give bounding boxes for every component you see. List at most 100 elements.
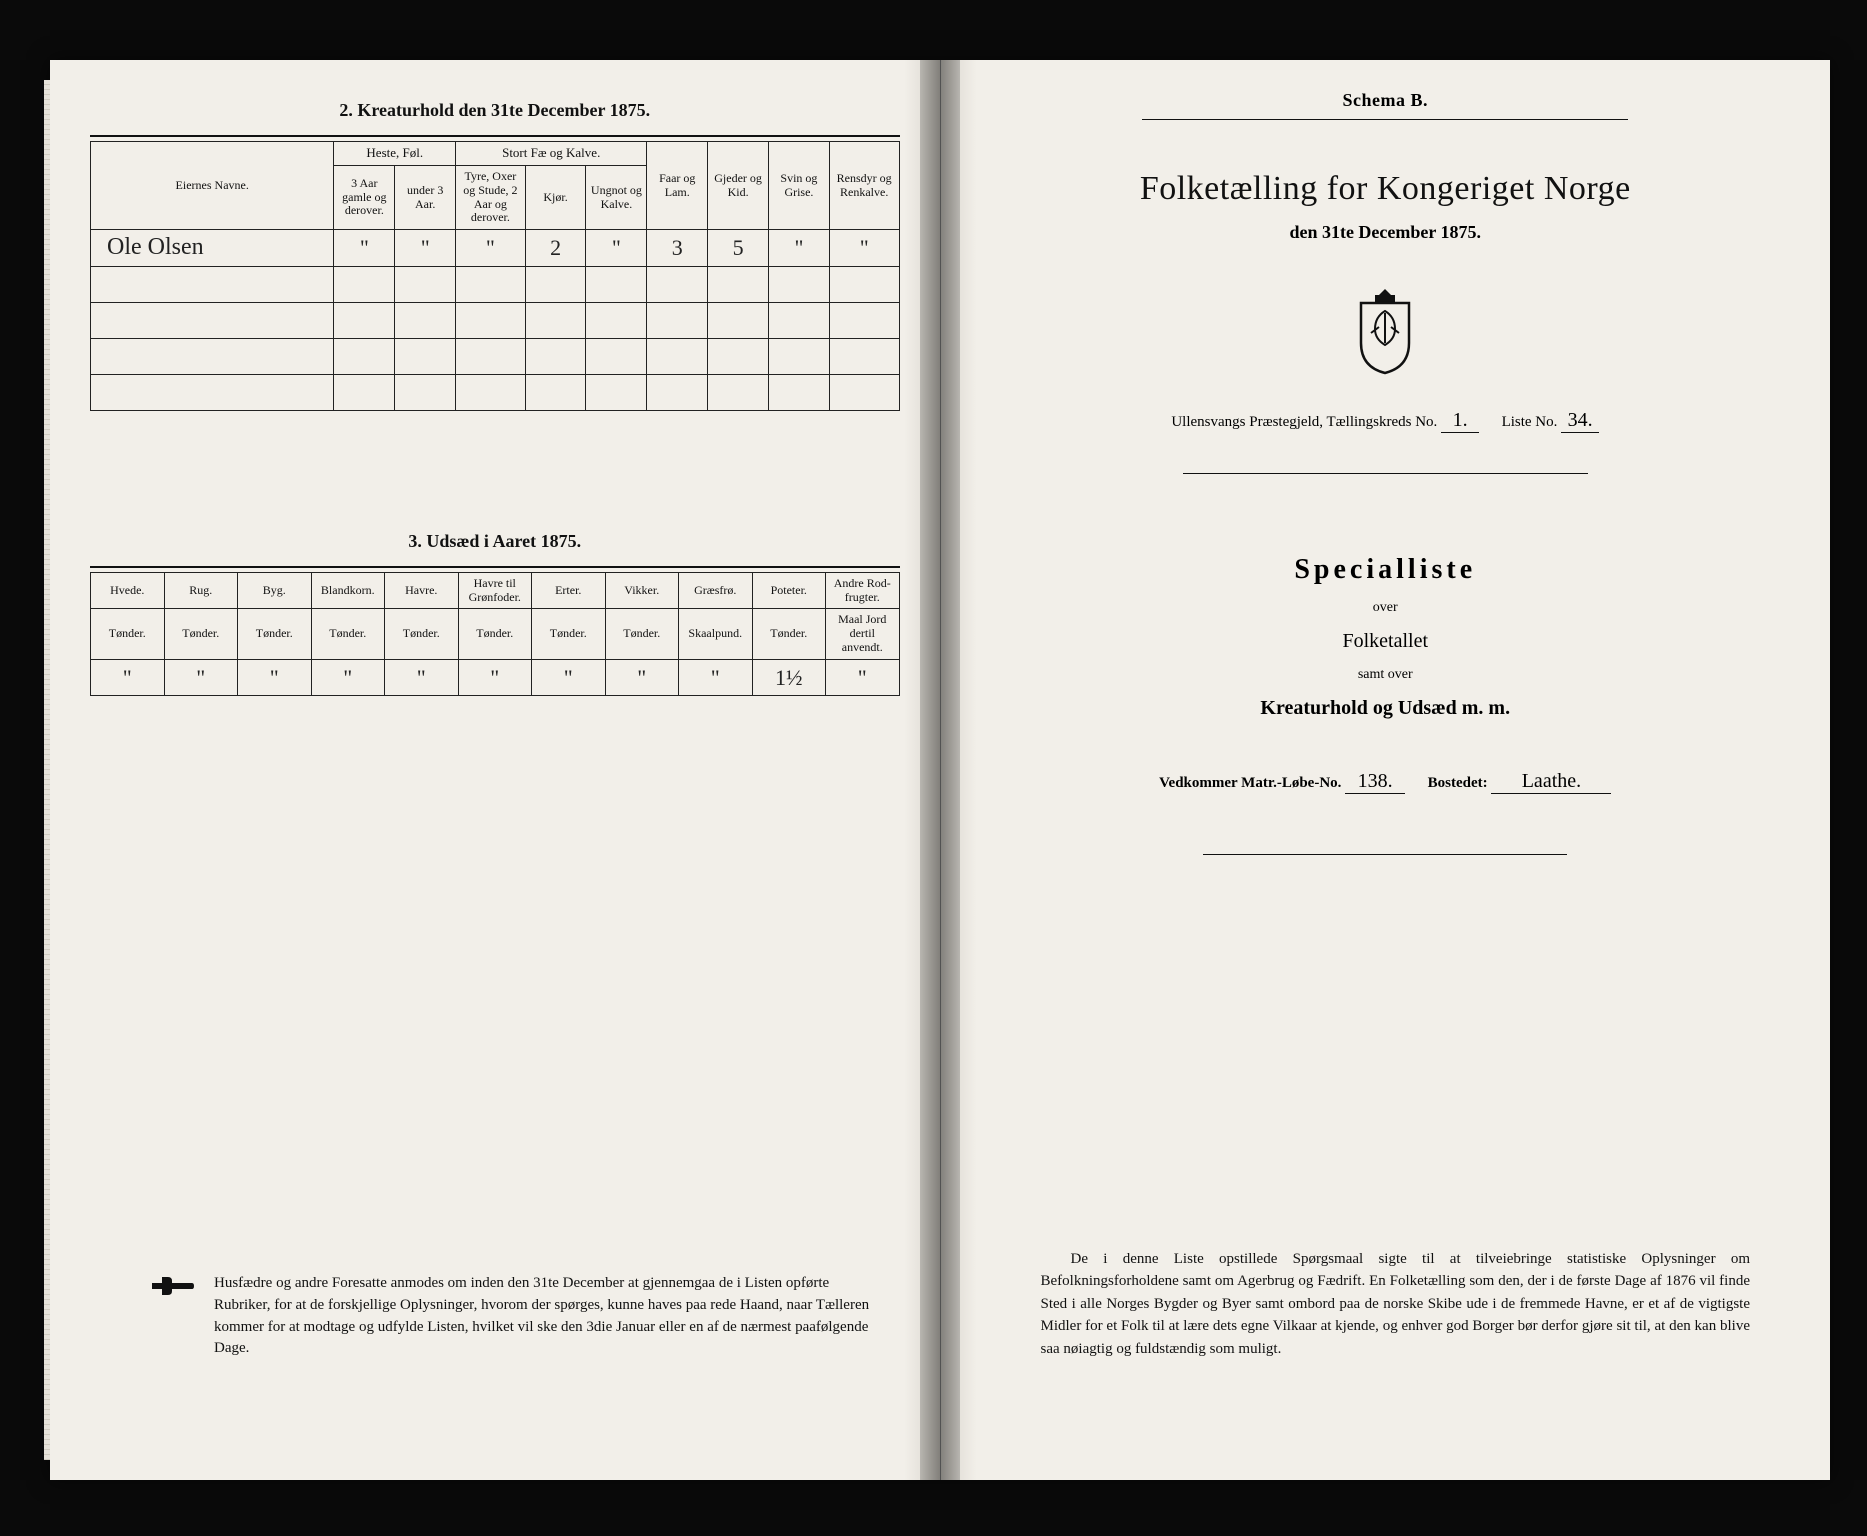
kreaturhold-table: Eiernes Navne. Heste, Føl. Stort Fæ og K… bbox=[90, 141, 900, 411]
table-row bbox=[91, 374, 900, 410]
col-unit: Tønder. bbox=[532, 609, 606, 659]
kreds-no: 1. bbox=[1441, 409, 1479, 433]
col-group-stort: Stort Fæ og Kalve. bbox=[456, 142, 647, 166]
cell bbox=[647, 302, 708, 338]
cell: " bbox=[586, 230, 647, 267]
cell bbox=[647, 338, 708, 374]
cell bbox=[525, 266, 586, 302]
col-name: Poteter. bbox=[752, 572, 826, 609]
cell: " bbox=[458, 659, 532, 695]
col-unit: Tønder. bbox=[458, 609, 532, 659]
cell bbox=[334, 338, 395, 374]
table-row bbox=[91, 302, 900, 338]
section-3: 3. Udsæd i Aaret 1875. Hvede.Rug.Byg.Bla… bbox=[90, 531, 900, 696]
cell bbox=[395, 302, 456, 338]
cell bbox=[525, 374, 586, 410]
rule bbox=[1142, 119, 1628, 120]
col-unit: Tønder. bbox=[605, 609, 679, 659]
cell bbox=[769, 302, 830, 338]
left-footnote-text: Husfædre og andre Foresatte anmodes om i… bbox=[214, 1273, 880, 1360]
cell bbox=[586, 374, 647, 410]
col-unit: Tønder. bbox=[385, 609, 459, 659]
cell: " bbox=[311, 659, 385, 695]
cell bbox=[525, 338, 586, 374]
parish-line: Ullensvangs Præstegjeld, Tællingskreds N… bbox=[981, 409, 1791, 433]
vedkommer-line: Vedkommer Matr.-Løbe-No. 138. Bostedet: … bbox=[981, 770, 1791, 794]
cell: " bbox=[238, 659, 312, 695]
col-stort-b: Kjør. bbox=[525, 165, 586, 229]
col-heste-b: under 3 Aar. bbox=[395, 165, 456, 229]
parish-prefix: Ullensvangs Præstegjeld, Tællingskreds N… bbox=[1171, 414, 1437, 430]
cell bbox=[829, 338, 899, 374]
cell bbox=[647, 374, 708, 410]
census-title: Folketælling for Kongeriget Norge bbox=[981, 170, 1791, 208]
cell: " bbox=[456, 230, 526, 267]
cell bbox=[708, 302, 769, 338]
col-name: Andre Rod-frugter. bbox=[826, 572, 900, 609]
specialliste-title: Specialliste bbox=[981, 554, 1791, 586]
cell bbox=[586, 338, 647, 374]
cell: " bbox=[605, 659, 679, 695]
scanned-spread: 2. Kreaturhold den 31te December 1875. E… bbox=[50, 60, 1830, 1480]
vedk-no: 138. bbox=[1345, 770, 1405, 794]
cell: " bbox=[334, 230, 395, 267]
right-page: Schema B. Folketælling for Kongeriget No… bbox=[941, 60, 1831, 1480]
cell: 1½ bbox=[752, 659, 826, 695]
liste-label: Liste No. bbox=[1502, 414, 1558, 430]
left-footnote-block: Husfædre og andre Foresatte anmodes om i… bbox=[150, 1273, 880, 1360]
cell: " bbox=[395, 230, 456, 267]
col-name: Vikker. bbox=[605, 572, 679, 609]
col-name: Græsfrø. bbox=[679, 572, 753, 609]
cell bbox=[586, 302, 647, 338]
cell: 2 bbox=[525, 230, 586, 267]
census-subtitle: den 31te December 1875. bbox=[981, 222, 1791, 243]
cell bbox=[647, 266, 708, 302]
cell: " bbox=[769, 230, 830, 267]
rule bbox=[90, 566, 900, 568]
cell bbox=[456, 338, 526, 374]
cell bbox=[334, 266, 395, 302]
cell bbox=[395, 338, 456, 374]
left-page: 2. Kreaturhold den 31te December 1875. E… bbox=[50, 60, 941, 1480]
cell bbox=[525, 302, 586, 338]
col-name: Havre. bbox=[385, 572, 459, 609]
cell bbox=[708, 374, 769, 410]
col-name: Byg. bbox=[238, 572, 312, 609]
pointing-hand-icon bbox=[150, 1273, 194, 1299]
cell: " bbox=[385, 659, 459, 695]
col-heste-a: 3 Aar gamle og derover. bbox=[334, 165, 395, 229]
col-unit: Tønder. bbox=[311, 609, 385, 659]
col-gjeder: Gjeder og Kid. bbox=[708, 142, 769, 230]
kreaturhold-label: Kreaturhold og Udsæd m. m. bbox=[981, 697, 1791, 720]
col-unit: Tønder. bbox=[238, 609, 312, 659]
col-svin: Svin og Grise. bbox=[769, 142, 830, 230]
cell bbox=[456, 266, 526, 302]
cell: " bbox=[91, 659, 165, 695]
table-row bbox=[91, 338, 900, 374]
owner-name bbox=[91, 374, 334, 410]
cell: " bbox=[532, 659, 606, 695]
section-2-title: 2. Kreaturhold den 31te December 1875. bbox=[90, 100, 900, 121]
cell bbox=[829, 266, 899, 302]
owner-name bbox=[91, 266, 334, 302]
rule bbox=[1183, 473, 1588, 474]
owner-name: Ole Olsen bbox=[91, 230, 334, 267]
col-stort-a: Tyre, Oxer og Stude, 2 Aar og derover. bbox=[456, 165, 526, 229]
right-footnote-text: De i denne Liste opstillede Spørgsmaal s… bbox=[1041, 1248, 1751, 1361]
cell bbox=[769, 374, 830, 410]
cell: " bbox=[679, 659, 753, 695]
col-unit: Tønder. bbox=[752, 609, 826, 659]
col-unit: Skaalpund. bbox=[679, 609, 753, 659]
col-group-heste: Heste, Føl. bbox=[334, 142, 456, 166]
owner-name bbox=[91, 338, 334, 374]
cell: 3 bbox=[647, 230, 708, 267]
cell bbox=[334, 374, 395, 410]
cell: " bbox=[829, 230, 899, 267]
over-label: over bbox=[981, 600, 1791, 616]
cell bbox=[334, 302, 395, 338]
col-rensdyr: Rensdyr og Renkalve. bbox=[829, 142, 899, 230]
folketallet-label: Folketallet bbox=[981, 630, 1791, 653]
coat-of-arms-icon bbox=[1345, 283, 1425, 379]
bostedet-value: Laathe. bbox=[1491, 770, 1611, 794]
col-unit: Tønder. bbox=[91, 609, 165, 659]
